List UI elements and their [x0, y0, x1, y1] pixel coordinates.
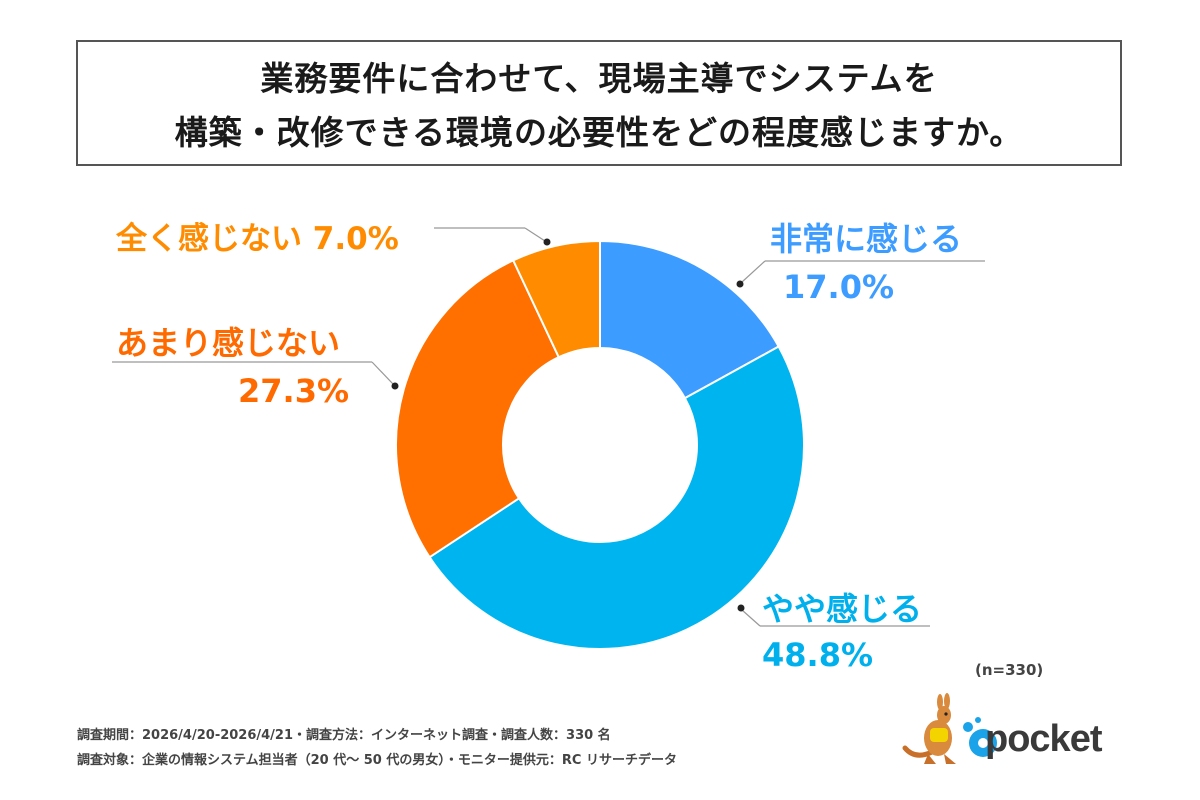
- label-value-slice-0: 17.0%: [783, 268, 895, 306]
- label-value-slice-1: 48.8%: [762, 636, 874, 674]
- label-name-slice-0: 非常に感じる: [770, 220, 963, 258]
- footer-survey-target: 調査対象：企業の情報システム担当者（20 代～ 50 代の男女）・モニター提供元…: [77, 753, 677, 768]
- footer-survey-period: 調査期間：2026/4/20-2026/4/21・調査方法：インターネット調査・…: [77, 728, 611, 743]
- label-name-slice-3: 全く感じない: [116, 221, 302, 257]
- leader-dot-slice-2: [391, 382, 399, 390]
- label-name-slice-2: あまり感じない: [116, 324, 341, 362]
- donut-slice-1: [428, 345, 805, 650]
- title-box: 業務要件に合わせて、現場主導でシステムを 構築・改修できる環境の必要性をどの程度…: [76, 40, 1122, 166]
- at-sign-logo: [963, 717, 997, 757]
- kangaroo-icon: [902, 693, 956, 764]
- label-name-slice-1: やや感じる: [762, 590, 923, 628]
- donut-slice-2: [395, 259, 561, 559]
- label-value-slice-3: 7.0%: [312, 221, 399, 257]
- pocket-logo-text: pocket: [985, 718, 1102, 760]
- donut-slices: [395, 239, 805, 650]
- leader-lines: [112, 227, 985, 627]
- leader-line-slice-1: [741, 609, 761, 627]
- sample-size: (n=330): [975, 661, 1044, 679]
- leader-dot-slice-3: [543, 238, 551, 246]
- label-slice-3: 全く感じない 7.0%: [116, 213, 399, 258]
- chart-title-line1: 業務要件に合わせて、現場主導でシステムを: [260, 59, 938, 98]
- donut-slice-3: [511, 239, 601, 359]
- label-value-slice-2: 27.3%: [238, 372, 350, 410]
- donut-slice-0: [599, 239, 781, 400]
- chart-title-line2: 構築・改修できる環境の必要性をどの程度感じますか。: [174, 113, 1024, 152]
- leader-line-slice-2: [371, 361, 394, 385]
- leader-dot-slice-0: [736, 280, 744, 288]
- leader-line-slice-3: [524, 227, 546, 242]
- leader-line-slice-0: [741, 260, 766, 283]
- leader-dot-slice-1: [737, 604, 745, 612]
